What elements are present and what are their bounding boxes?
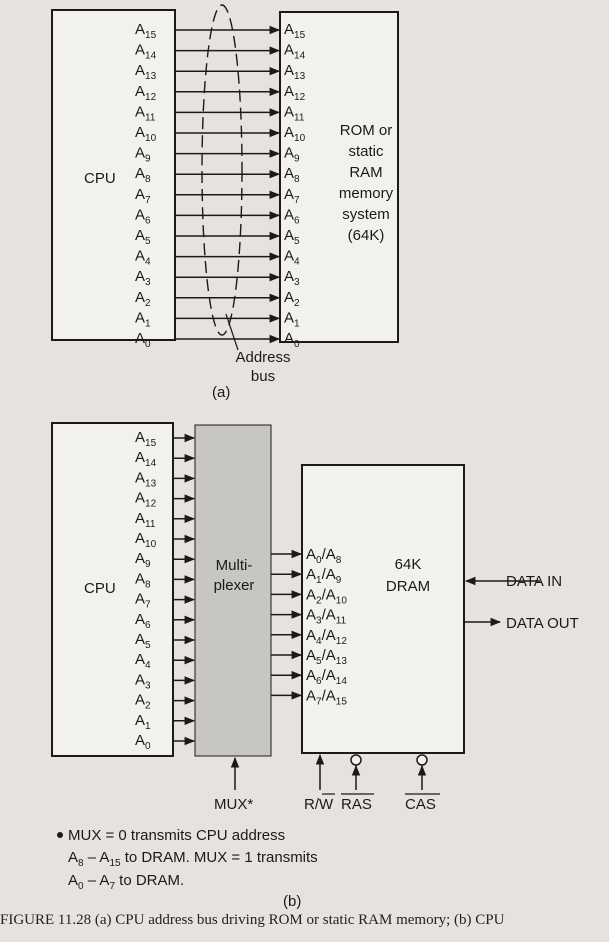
address-bus-pointer [225,313,239,351]
memory-label-line-2: RAM [349,164,382,181]
cpu-to-mux-lines [173,433,196,746]
rw-signal-label: R/W [304,796,334,813]
note-line-3-text: A0 – A7 to DRAM. [68,872,184,892]
cpu-box-a [51,9,176,341]
figure-caption: FIGURE 11.28 (a) CPU address bus driving… [0,912,505,928]
data-in-label: DATA IN [506,573,562,590]
mux-signal-label: MUX* [214,796,253,813]
address-bus-lines-a [175,25,281,344]
cpu-label-a: CPU [84,170,116,187]
multiplexer-label: Multi-plexer [214,557,255,594]
note-line-2: A8 – A15 to DRAM. MUX = 1 transmits [68,849,318,869]
bus-label-line-0: Address [235,349,290,366]
memory-label-a: ROM or static RAM memory system (64K) [339,122,394,244]
bus-label-line-1: bus [251,368,275,385]
dram-input-label-1: A1/A9 [306,566,342,586]
part-label-a: (a) [212,384,230,401]
address-bus-outline [201,4,243,336]
address-bus-label: Address bus [235,349,290,385]
cas-signal-label: CAS [405,796,436,813]
cpu-box-b [51,422,174,757]
note-line-3: A0 – A7 to DRAM. [68,872,184,892]
dram-input-label-7: A7/A15 [306,687,347,707]
ras-inversion-bubble [350,754,362,766]
memory-label-line-0: ROM or [340,122,393,139]
cas-inversion-bubble [416,754,428,766]
cpu-label-b: CPU [84,580,116,597]
dram-label-line-0: 64K [395,556,422,573]
mux-label-line-0: Multi- [216,557,253,574]
diagram-canvas: CPU ROM or static RAM memory system (64K) A15… [51,4,579,910]
note-line-1: MUX = 0 transmits CPU address [68,827,285,844]
memory-box-a [279,11,399,343]
memory-label-line-4: system [342,206,390,223]
data-out-label: DATA OUT [506,615,579,632]
dram-box [301,464,465,754]
mux-label-line-1: plexer [214,577,255,594]
note-line-2-text: A8 – A15 to DRAM. MUX = 1 transmits [68,849,318,869]
memory-label-line-5: (64K) [348,227,385,244]
dram-input-label-0: A0/A8 [306,546,342,566]
dram-label-line-1: DRAM [386,578,430,595]
memory-label-line-3: memory [339,185,394,202]
ras-signal-label: RAS [341,796,372,813]
dram-label: 64K DRAM [386,556,430,595]
multiplexer-box [194,424,272,757]
note-bullet [57,832,63,838]
part-label-b: (b) [283,893,301,910]
memory-label-line-1: static [348,143,384,160]
